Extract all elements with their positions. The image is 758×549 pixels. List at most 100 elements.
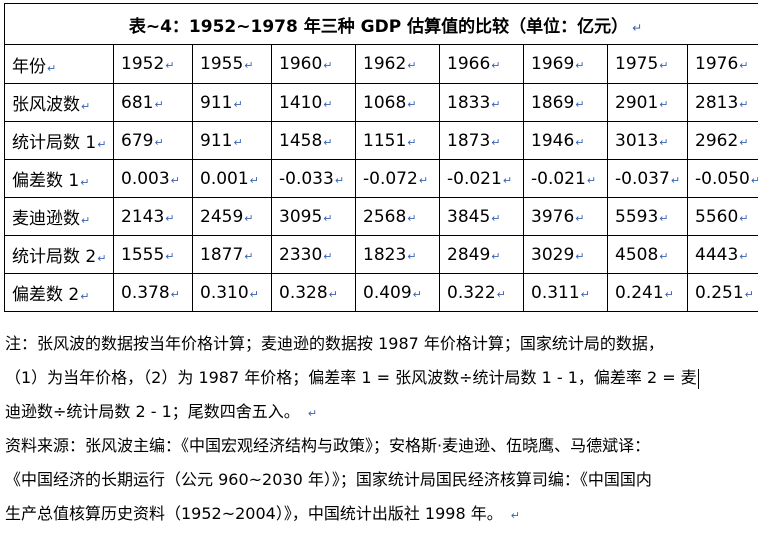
cell-value: -0.037 (615, 168, 670, 189)
table-cell: -0.050↵ (686, 159, 758, 198)
paragraph-mark-icon: ↵ (659, 97, 669, 111)
paragraph-mark-icon: ↵ (496, 287, 506, 301)
table-cell: 2459↵ (192, 197, 272, 236)
paragraph-mark-icon: ↵ (580, 287, 590, 301)
table-title-cell: 表~4：1952~1978 年三种 GDP 估算值的比较（单位：亿元） ↵ (3, 3, 758, 45)
table-cell: 0.241↵ (607, 273, 688, 312)
table-row: 统计局数 1↵ 679↵ 911↵ 1458↵ 1151↵ 1873↵ 1946↵ 3013↵… (4, 121, 758, 160)
table-cell: 0.409↵ (355, 273, 440, 312)
paragraph-mark-icon: ↵ (81, 100, 91, 113)
paragraph-mark-icon: ↵ (249, 287, 259, 301)
table-cell: 1962↵ (355, 44, 440, 84)
paragraph-mark-icon: ↵ (502, 173, 513, 187)
table-cell: 0.311↵ (523, 273, 608, 312)
paragraph-mark-icon: ↵ (491, 97, 501, 111)
text-cursor (697, 368, 699, 389)
paragraph-mark-icon: ↵ (334, 173, 345, 187)
cell-value: -0.072 (363, 168, 418, 189)
paragraph-mark-icon: ↵ (154, 97, 164, 111)
row-header-text: 统计局数 1 (12, 133, 97, 153)
table-cell: 1458↵ (271, 121, 356, 160)
paragraph-mark-icon: ↵ (575, 211, 585, 225)
cell-value: 2849 (447, 244, 491, 265)
row-header-cell: 麦迪逊数↵ (4, 197, 114, 236)
paragraph-mark-icon: ↵ (491, 249, 501, 263)
table-row: 年份↵ 1952↵ 1955↵ 1960↵ 1962↵ 1966↵ 1969↵ 1975↵ 19… (4, 44, 758, 84)
notes-section: 注：张风波的数据按当年价格计算；麦迪逊的数据按 1987 年价格计算；国家统计局… (5, 327, 755, 531)
row-header-text: 麦迪逊数 (12, 209, 80, 229)
paragraph-mark-icon: ↵ (323, 97, 333, 111)
cell-value: 0.241 (615, 282, 664, 303)
table-cell: 911↵ (192, 121, 272, 160)
table-cell: 3013↵ (607, 121, 688, 160)
paragraph-mark-icon: ↵ (80, 176, 90, 189)
paragraph-mark-icon: ↵ (407, 135, 417, 149)
paragraph-mark-icon: ↵ (739, 211, 749, 225)
cell-value: 2813 (695, 92, 739, 113)
paragraph-mark-icon: ↵ (244, 59, 254, 72)
paragraph-mark-icon: ↵ (233, 97, 243, 111)
table-cell: 5593↵ (607, 197, 688, 236)
table-cell: 1976↵ (686, 44, 758, 84)
table-cell: 0.001↵ (192, 159, 272, 198)
paragraph-mark-icon: ↵ (659, 249, 669, 263)
table-cell: 0.378↵ (113, 273, 193, 312)
cell-value: 1823 (363, 244, 407, 265)
cell-value: 0.409 (363, 282, 412, 303)
note-line: 迪逊数÷统计局数 2 - 1；尾数四舍五入。 ↵ (5, 395, 755, 429)
table-cell: 1946↵ (523, 121, 608, 160)
table-cell: -0.033↵ (271, 159, 356, 198)
table-cell: 0.322↵ (439, 273, 524, 312)
paragraph-mark-icon: ↵ (659, 211, 669, 225)
table-row: 张风波数↵ 681↵ 911↵ 1410↵ 1068↵ 1833↵ 1869↵ 2901↵ 28… (4, 83, 758, 122)
table-row: 统计局数 2↵ 1555↵ 1877↵ 2330↵ 1823↵ 2849↵ 3029↵ 450… (4, 235, 758, 274)
paragraph-mark-icon: ↵ (154, 135, 164, 149)
paragraph-mark-icon: ↵ (47, 61, 57, 75)
paragraph-mark-icon: ↵ (328, 287, 338, 301)
cell-value: 1962 (363, 54, 407, 74)
table-cell: 1823↵ (355, 235, 440, 274)
cell-value: 1833 (447, 92, 491, 113)
note-text: 《中国经济的长期运行（公元 960~2030 年）》；国家统计局国民经济核算司编… (5, 470, 652, 489)
row-header-cell: 偏差数 1↵ (4, 159, 114, 198)
paragraph-mark-icon: ↵ (575, 135, 585, 149)
row-header-text: 统计局数 2 (12, 247, 97, 267)
cell-value: 4443 (695, 244, 739, 265)
note-line: 生产总值核算历史资料（1952~2004）》，中国统计出版社 1998 年。 ↵ (5, 497, 755, 531)
cell-value: 0.328 (279, 282, 328, 303)
table-cell: 3095↵ (271, 197, 356, 236)
note-line: 资料来源：张风波主编：《中国宏观经济结构与政策》；安格斯·麦迪逊、伍晓鹰、马德斌… (5, 429, 755, 463)
table-cell: 0.003↵ (113, 159, 193, 198)
paragraph-mark-icon: ↵ (739, 249, 749, 263)
table-cell: 5560↵ (686, 197, 758, 236)
table-cell: -0.021↵ (439, 159, 524, 198)
paragraph-mark-icon: ↵ (407, 59, 417, 72)
paragraph-mark-icon: ↵ (412, 287, 422, 301)
note-text: 资料来源：张风波主编：《中国宏观经济结构与政策》；安格斯·麦迪逊、伍晓鹰、马德斌… (5, 436, 651, 455)
note-text: 迪逊数÷统计局数 2 - 1；尾数四舍五入。 (5, 402, 300, 421)
cell-value: 3013 (615, 130, 659, 151)
table-cell: 1966↵ (439, 44, 524, 84)
table-cell: 1873↵ (439, 121, 524, 160)
table-cell: 4508↵ (607, 235, 688, 274)
paragraph-mark-icon: ↵ (739, 59, 749, 72)
table-cell: 1068↵ (355, 83, 440, 122)
cell-value: 2962 (695, 130, 739, 151)
table-cell: 1833↵ (439, 83, 524, 122)
row-header-cell: 偏差数 2↵ (4, 273, 114, 312)
table-cell: 1151↵ (355, 121, 440, 160)
cell-value: 0.311 (531, 282, 580, 303)
paragraph-mark-icon: ↵ (670, 173, 681, 187)
table-cell: 2330↵ (271, 235, 356, 274)
table-title: 表~4：1952~1978 年三种 GDP 估算值的比较（单位：亿元） (128, 16, 629, 37)
table-cell: 2568↵ (355, 197, 440, 236)
note-line: 注：张风波的数据按当年价格计算；麦迪逊的数据按 1987 年价格计算；国家统计局… (5, 327, 755, 361)
cell-value: 1410 (279, 92, 323, 113)
cell-value: 1068 (363, 92, 407, 113)
cell-value: 3976 (531, 206, 575, 227)
paragraph-mark-icon: ↵ (575, 249, 585, 263)
paragraph-mark-icon: ↵ (739, 135, 749, 149)
cell-value: 1869 (531, 92, 575, 113)
cell-value: 1946 (531, 130, 575, 151)
table-cell: 1969↵ (523, 44, 608, 84)
